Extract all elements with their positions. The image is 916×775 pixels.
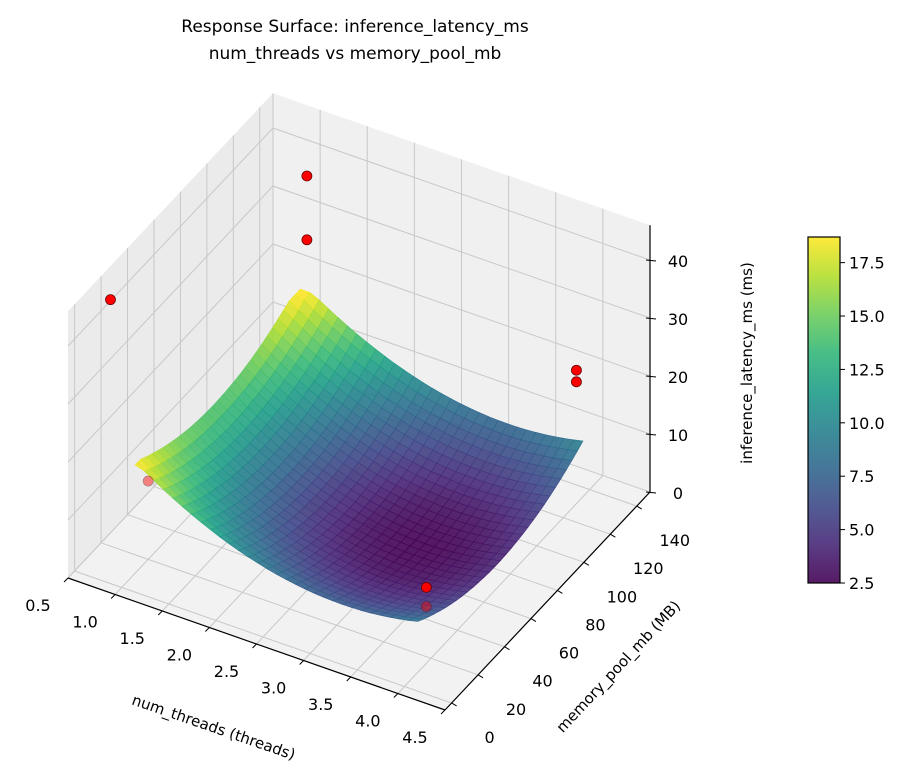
grid-line xyxy=(272,127,651,261)
grid-line xyxy=(67,127,274,347)
y-tick-label: 20 xyxy=(506,700,526,719)
y-tick xyxy=(557,590,563,594)
chart-subtitle: num_threads vs memory_pool_mb xyxy=(209,44,502,64)
y-tick-label: 140 xyxy=(660,531,691,550)
y-axis-label: memory_pool_mb (MB) xyxy=(553,597,685,737)
x-tick-label: 2.0 xyxy=(167,646,192,665)
left-pane xyxy=(68,93,273,578)
x-tick-label: 0.5 xyxy=(25,596,50,615)
z-tick-label: 0 xyxy=(673,484,683,503)
data-point xyxy=(420,581,432,593)
y-tick xyxy=(504,646,510,651)
z-tick-label: 10 xyxy=(668,426,688,445)
x-tick xyxy=(440,709,446,715)
y-tick xyxy=(610,533,616,538)
grid-line xyxy=(397,475,604,694)
x-tick xyxy=(157,610,163,616)
y-tick-label: 40 xyxy=(532,672,552,691)
colorbar-tick-label: 5.0 xyxy=(849,521,874,540)
grid-line xyxy=(100,542,479,676)
x-tick-label: 4.5 xyxy=(402,728,427,747)
grid-line xyxy=(67,185,274,405)
data-point xyxy=(301,234,313,246)
colorbar-tick-label: 17.5 xyxy=(849,254,885,273)
x-tick xyxy=(205,627,210,632)
x-tick-label: 2.5 xyxy=(214,662,239,681)
x-tick xyxy=(63,577,69,583)
data-point xyxy=(420,601,432,612)
y-tick-label: 80 xyxy=(585,615,605,634)
y-tick xyxy=(451,702,457,707)
colorbar-tick-label: 10.0 xyxy=(849,414,885,433)
z-tick xyxy=(645,491,657,494)
z-tick-label: 30 xyxy=(668,310,688,329)
z-tick-label: 40 xyxy=(668,252,688,271)
z-tick xyxy=(645,317,657,320)
x-tick xyxy=(299,660,304,665)
colorbar-tick-label: 2.5 xyxy=(849,574,874,593)
y-tick-label: 60 xyxy=(559,644,579,663)
x-tick xyxy=(393,693,399,698)
data-point xyxy=(142,475,154,487)
grid-line xyxy=(272,243,651,377)
colorbar-tick-label: 12.5 xyxy=(849,360,885,379)
grid-line xyxy=(67,243,274,463)
y-tick-label: 100 xyxy=(607,587,638,606)
y-tick xyxy=(636,505,643,510)
y-tick-label: 0 xyxy=(485,728,495,747)
data-point xyxy=(571,364,582,376)
data-point xyxy=(571,376,582,388)
data-point xyxy=(105,294,116,306)
x-tick-label: 3.5 xyxy=(308,695,333,714)
grid-line xyxy=(272,185,651,319)
axis-line xyxy=(444,491,651,711)
y-tick xyxy=(583,561,590,566)
z-tick-label: 20 xyxy=(668,368,688,387)
z-tick xyxy=(645,375,657,378)
data-point xyxy=(301,170,313,182)
x-tick-label: 3.0 xyxy=(261,679,286,698)
x-tick xyxy=(252,643,257,649)
colorbar-tick-label: 15.0 xyxy=(849,307,885,326)
colorbar-tick-label: 7.5 xyxy=(849,467,874,486)
x-tick-label: 4.0 xyxy=(355,712,380,731)
surface-patch xyxy=(407,617,425,622)
y-tick xyxy=(530,618,537,623)
z-axis-label: inference_latency_ms (ms) xyxy=(738,262,757,464)
y-tick xyxy=(477,674,484,679)
grid-line xyxy=(74,570,452,704)
colorbar xyxy=(807,236,841,584)
x-tick-label: 1.5 xyxy=(120,629,145,648)
y-tick-label: 120 xyxy=(633,559,664,578)
z-tick xyxy=(645,259,657,262)
x-axis-label: num_threads (threads) xyxy=(129,691,297,765)
z-tick xyxy=(645,433,657,436)
grid-line xyxy=(67,301,274,521)
chart-title: Response Surface: inference_latency_ms xyxy=(181,17,529,37)
x-tick xyxy=(110,594,116,599)
x-tick xyxy=(346,676,352,682)
x-tick-label: 1.0 xyxy=(72,613,97,632)
